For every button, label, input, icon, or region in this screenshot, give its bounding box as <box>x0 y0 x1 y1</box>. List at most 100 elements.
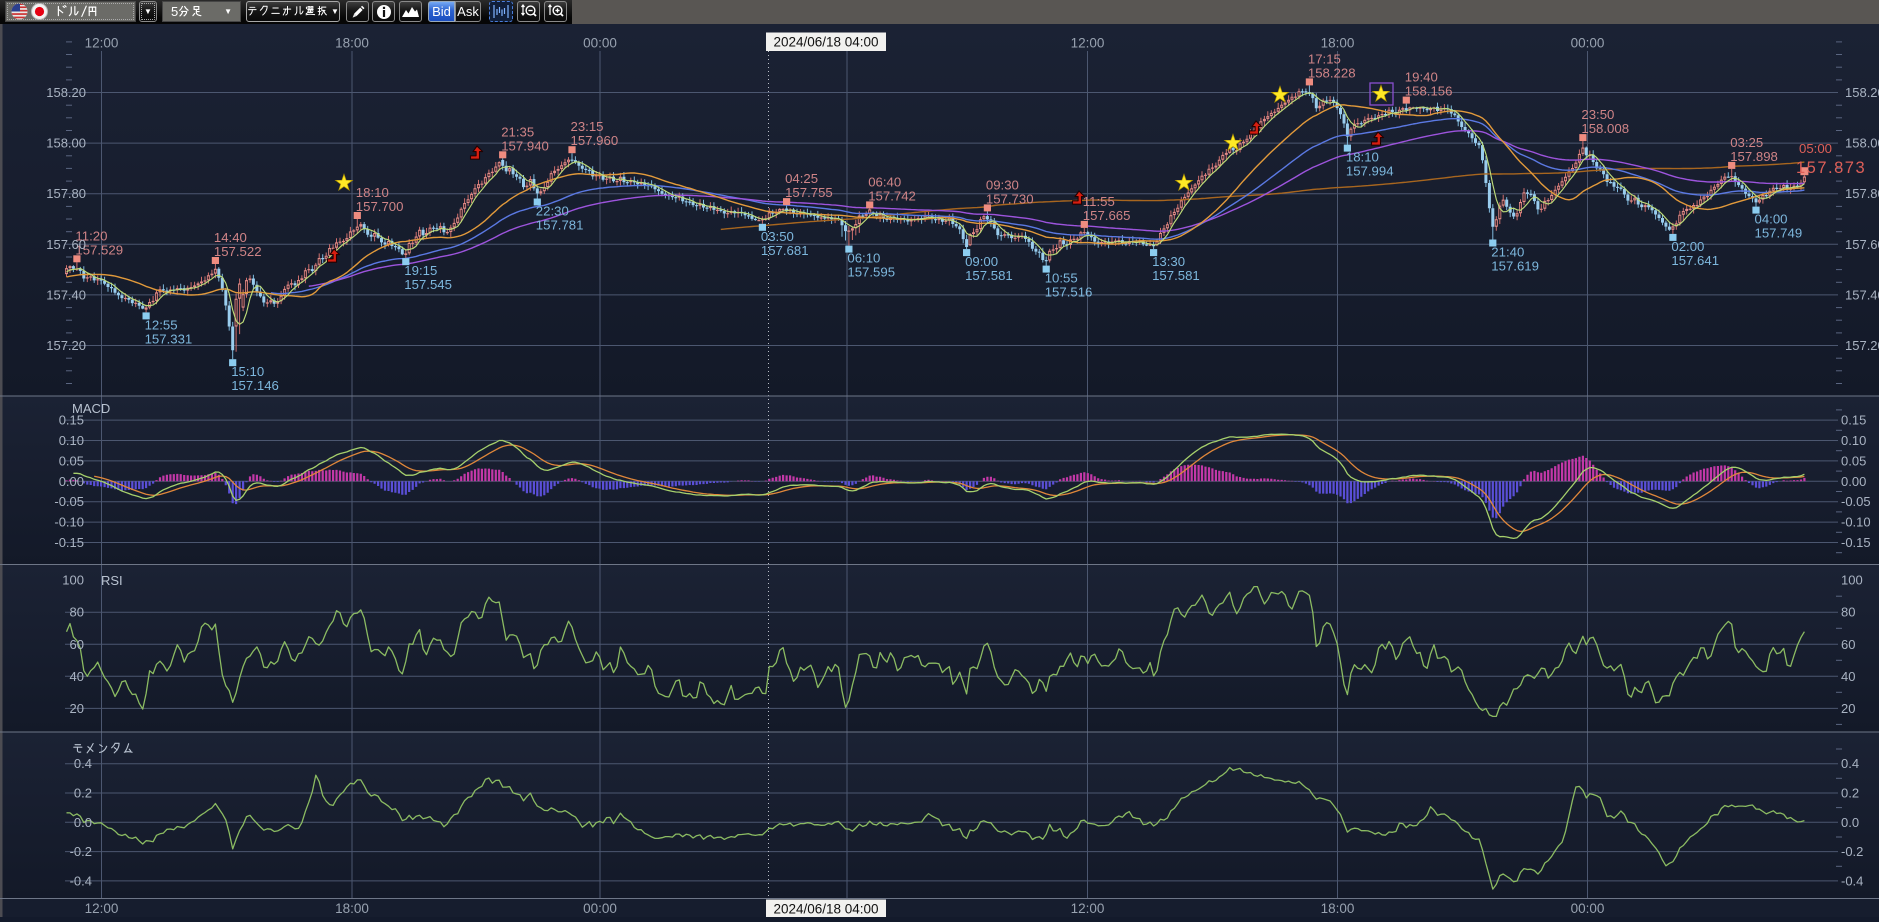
svg-text:03:50: 03:50 <box>761 229 794 244</box>
svg-text:157.80: 157.80 <box>1845 186 1879 201</box>
svg-text:157.641: 157.641 <box>1671 253 1719 268</box>
svg-text:157.40: 157.40 <box>1845 287 1879 302</box>
svg-text:0.0: 0.0 <box>74 815 92 830</box>
svg-text:14:40: 14:40 <box>214 230 247 245</box>
svg-text:0.4: 0.4 <box>1841 756 1859 771</box>
svg-text:157.681: 157.681 <box>761 243 809 258</box>
svg-text:157.781: 157.781 <box>536 218 584 233</box>
svg-text:00:00: 00:00 <box>1571 901 1605 916</box>
svg-text:0.00: 0.00 <box>59 474 84 489</box>
svg-text:157.581: 157.581 <box>965 268 1013 283</box>
svg-text:02:00: 02:00 <box>1671 239 1704 254</box>
svg-text:157.40: 157.40 <box>46 287 86 302</box>
svg-text:157.516: 157.516 <box>1045 285 1093 300</box>
svg-text:40: 40 <box>70 669 84 684</box>
svg-text:21:35: 21:35 <box>501 124 534 139</box>
svg-text:157.619: 157.619 <box>1491 259 1539 274</box>
svg-text:157.940: 157.940 <box>501 138 549 153</box>
svg-text:15:10: 15:10 <box>231 364 264 379</box>
svg-text:158.20: 158.20 <box>1845 85 1879 100</box>
svg-text:0.2: 0.2 <box>1841 786 1859 801</box>
svg-text:00:00: 00:00 <box>583 36 617 51</box>
svg-text:21:40: 21:40 <box>1491 245 1524 260</box>
svg-text:18:10: 18:10 <box>1346 150 1379 165</box>
svg-text:157.873: 157.873 <box>1796 159 1866 177</box>
svg-text:09:30: 09:30 <box>986 177 1019 192</box>
svg-text:157.581: 157.581 <box>1152 268 1200 283</box>
svg-text:157.20: 157.20 <box>1845 338 1879 353</box>
svg-text:06:10: 06:10 <box>847 251 880 266</box>
svg-text:0.10: 0.10 <box>59 433 84 448</box>
svg-text:10:55: 10:55 <box>1045 271 1078 286</box>
svg-text:00:00: 00:00 <box>1571 36 1605 51</box>
svg-text:157.898: 157.898 <box>1730 149 1778 164</box>
svg-text:22:30: 22:30 <box>536 204 569 219</box>
svg-text:157.20: 157.20 <box>46 338 86 353</box>
svg-text:157.960: 157.960 <box>571 133 619 148</box>
svg-text:157.146: 157.146 <box>231 378 279 393</box>
svg-text:157.545: 157.545 <box>404 277 452 292</box>
svg-text:17:15: 17:15 <box>1308 51 1341 66</box>
svg-text:2024/06/18 04:00: 2024/06/18 04:00 <box>773 35 878 50</box>
svg-text:0.2: 0.2 <box>74 786 92 801</box>
svg-text:18:10: 18:10 <box>356 185 389 200</box>
svg-text:18:00: 18:00 <box>335 901 369 916</box>
svg-text:100: 100 <box>62 573 84 588</box>
svg-text:06:40: 06:40 <box>868 174 901 189</box>
svg-text:2024/06/18 04:00: 2024/06/18 04:00 <box>773 902 878 917</box>
svg-text:0.05: 0.05 <box>59 453 84 468</box>
svg-text:03:25: 03:25 <box>1730 135 1763 150</box>
svg-text:12:00: 12:00 <box>85 901 119 916</box>
svg-text:12:00: 12:00 <box>85 36 119 51</box>
svg-text:157.730: 157.730 <box>986 191 1034 206</box>
svg-text:19:15: 19:15 <box>404 263 437 278</box>
svg-text:0.4: 0.4 <box>74 756 92 771</box>
svg-text:04:00: 04:00 <box>1755 212 1788 227</box>
svg-text:60: 60 <box>1841 637 1855 652</box>
svg-text:0.05: 0.05 <box>1841 453 1866 468</box>
svg-text:0.15: 0.15 <box>59 413 84 428</box>
svg-text:11:20: 11:20 <box>75 228 107 243</box>
svg-text:20: 20 <box>70 701 84 716</box>
svg-text:20: 20 <box>1841 701 1855 716</box>
svg-text:157.595: 157.595 <box>847 265 895 280</box>
svg-text:19:40: 19:40 <box>1405 70 1438 85</box>
svg-text:80: 80 <box>1841 605 1855 620</box>
svg-text:157.529: 157.529 <box>75 242 123 257</box>
svg-text:158.00: 158.00 <box>46 136 86 151</box>
svg-text:40: 40 <box>1841 669 1855 684</box>
svg-text:23:15: 23:15 <box>571 119 604 134</box>
svg-text:-0.05: -0.05 <box>54 494 84 509</box>
svg-text:12:00: 12:00 <box>1071 901 1105 916</box>
svg-text:05:00: 05:00 <box>1799 141 1832 156</box>
svg-text:157.331: 157.331 <box>145 331 193 346</box>
svg-text:157.665: 157.665 <box>1083 208 1131 223</box>
svg-text:157.60: 157.60 <box>46 237 86 252</box>
svg-text:00:00: 00:00 <box>583 901 617 916</box>
svg-text:158.228: 158.228 <box>1308 65 1356 80</box>
svg-text:18:00: 18:00 <box>1321 901 1355 916</box>
svg-text:80: 80 <box>70 605 84 620</box>
svg-text:157.755: 157.755 <box>785 185 833 200</box>
svg-text:-0.10: -0.10 <box>1841 515 1871 530</box>
svg-text:0.0: 0.0 <box>1841 815 1859 830</box>
svg-text:157.522: 157.522 <box>214 244 262 259</box>
svg-text:12:55: 12:55 <box>145 317 178 332</box>
svg-text:11:55: 11:55 <box>1083 194 1115 209</box>
svg-text:-0.15: -0.15 <box>1841 535 1871 550</box>
svg-text:0.15: 0.15 <box>1841 413 1866 428</box>
svg-text:-0.15: -0.15 <box>54 535 84 550</box>
svg-text:RSI: RSI <box>101 573 123 588</box>
svg-text:0.10: 0.10 <box>1841 433 1866 448</box>
svg-text:18:00: 18:00 <box>335 36 369 51</box>
svg-text:157.60: 157.60 <box>1845 237 1879 252</box>
svg-text:-0.2: -0.2 <box>1841 844 1863 859</box>
svg-text:158.008: 158.008 <box>1581 121 1629 136</box>
svg-text:12:00: 12:00 <box>1071 36 1105 51</box>
svg-text:157.742: 157.742 <box>868 188 916 203</box>
svg-text:23:50: 23:50 <box>1581 107 1614 122</box>
svg-text:-0.4: -0.4 <box>1841 873 1863 888</box>
svg-text:157.749: 157.749 <box>1755 226 1803 241</box>
svg-text:18:00: 18:00 <box>1321 36 1355 51</box>
svg-text:-0.2: -0.2 <box>70 844 92 859</box>
